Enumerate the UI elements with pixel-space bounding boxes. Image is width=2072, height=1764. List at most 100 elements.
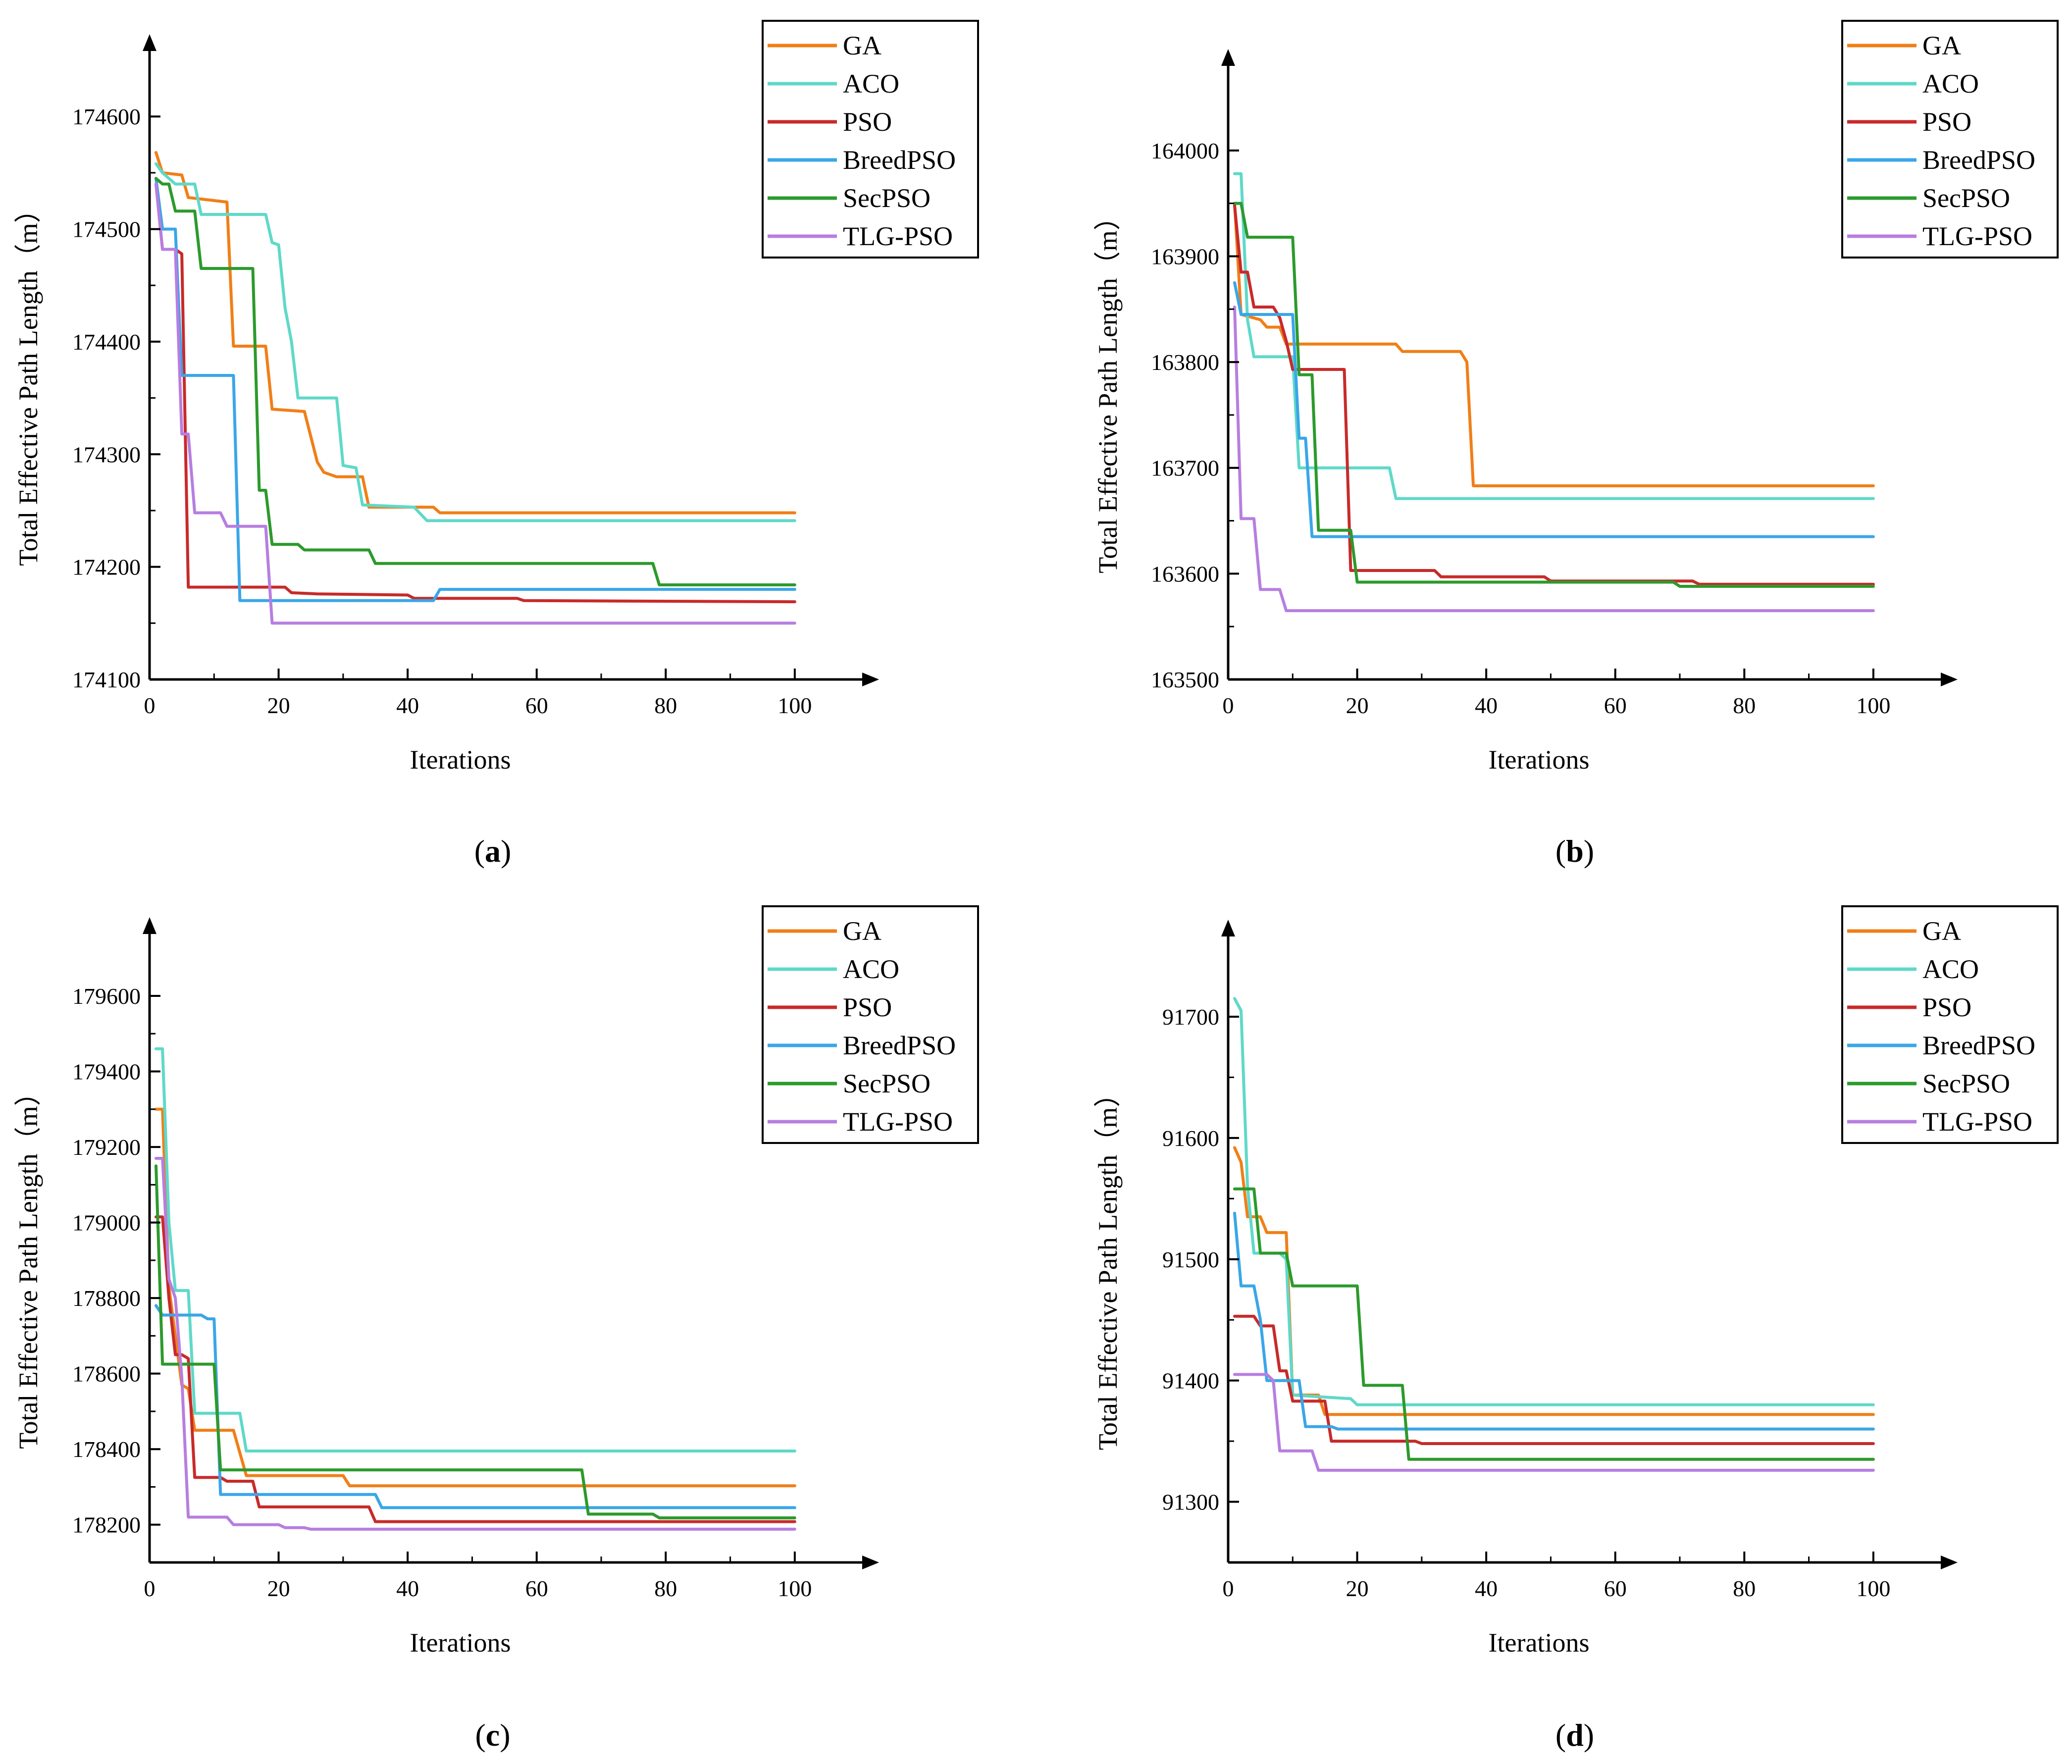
x-tick-label: 40 [1475,1576,1498,1601]
y-tick-label: 91700 [1162,1004,1219,1030]
legend-label-secpso: SecPSO [843,1069,931,1098]
y-axis-arrow [1221,49,1235,66]
y-tick-label: 174500 [72,217,141,242]
series-line-ga [1233,202,1875,487]
x-tick-label: 80 [654,1576,677,1601]
series-line-pso [155,182,796,604]
panel-label: (a) [474,833,512,869]
y-tick-label: 174300 [72,442,141,467]
y-tick-label: 91400 [1162,1368,1219,1394]
y-axis-arrow [143,34,156,51]
legend-label-ga: GA [1922,916,1961,946]
panel-label: (b) [1555,833,1594,869]
chart-panel-a: 0 20 40 60 80 100 174100 174200 174300 174400 1745… [13,20,979,869]
chart-panel-c: 0 20 40 60 80 100 178200 178400 178600 178800 1790… [13,905,979,1753]
x-tick-label: 40 [396,693,419,718]
legend-label-aco: ACO [1922,69,1979,99]
legend-label-tlg-pso: TLG-PSO [1922,1107,2032,1137]
legend: GA ACO PSO BreedPSO SecPSO TLG-PSO [1841,905,2059,1144]
y-tick-label: 179400 [72,1059,141,1085]
y-axis-title: Total Effective Path Length（m） [1093,204,1123,573]
legend-box [762,905,979,1144]
x-axis-arrow [1941,673,1958,686]
x-tick-label: 20 [267,1576,290,1601]
panel-label: (c) [475,1717,510,1753]
y-tick-label: 178600 [72,1361,141,1387]
series-line-ga [1233,1146,1875,1416]
x-axis-arrow [862,673,879,686]
y-tick-label: 163500 [1151,667,1219,692]
series-line-breedpso [155,177,796,602]
y-tick-label: 179600 [72,984,141,1009]
y-axis-title: Total Effective Path Length（m） [13,1079,43,1449]
x-tick-label: 100 [777,693,812,718]
legend-label-tlg-pso: TLG-PSO [1922,221,2032,251]
y-axis-title: Total Effective Path Length（m） [13,196,43,566]
y-tick-label: 174200 [72,555,141,580]
series-line-pso [155,1215,796,1523]
x-axis-title: Iterations [1489,745,1590,775]
series-line-aco [155,1047,796,1453]
y-tick-label: 178800 [72,1286,141,1311]
chart-panel-d: 0 20 40 60 80 100 91300 91400 91500 91600 91700 Ite… [1093,905,2059,1753]
legend: GA ACO PSO BreedPSO SecPSO TLG-PSO [762,20,979,259]
legend-label-breedpso: BreedPSO [843,1031,956,1060]
legend-label-breedpso: BreedPSO [843,145,956,175]
legend: GA ACO PSO BreedPSO SecPSO TLG-PSO [1841,20,2059,259]
legend-label-pso: PSO [1922,107,1971,137]
x-tick-label: 80 [654,693,677,718]
y-tick-label: 164000 [1151,138,1219,163]
legend-label-ga: GA [843,916,881,946]
y-axis-title: Total Effective Path Length（m） [1093,1081,1123,1451]
y-tick-label: 174100 [72,667,141,692]
y-tick-label: 179000 [72,1210,141,1236]
series-line-ga [155,151,796,515]
y-tick-label: 174600 [72,104,141,129]
legend-label-aco: ACO [1922,954,1979,984]
x-tick-label: 0 [1223,693,1234,718]
x-axis-arrow [862,1556,879,1569]
legend-label-breedpso: BreedPSO [1922,145,2035,175]
x-tick-label: 100 [777,1576,812,1601]
series-line-tlg-pso [155,1157,796,1531]
series-line-secpso [1233,202,1875,588]
y-axis-arrow [1221,920,1235,936]
x-tick-label: 60 [1604,693,1627,718]
series-line-secpso [155,1164,796,1519]
chart-panel-b: 0 20 40 60 80 100 163500 163600 163700 163800 1639… [1093,20,2059,869]
legend-box [1841,905,2059,1144]
x-tick-label: 40 [396,1576,419,1601]
x-tick-label: 100 [1856,693,1890,718]
legend-label-ga: GA [843,31,881,60]
x-tick-label: 60 [525,1576,548,1601]
x-tick-label: 100 [1856,1576,1890,1601]
y-tick-label: 163800 [1151,350,1219,375]
y-tick-label: 91300 [1162,1490,1219,1515]
series-line-aco [155,162,796,522]
series-line-secpso [1233,1187,1875,1461]
legend-label-pso: PSO [843,992,892,1022]
series-line-aco [1233,172,1875,500]
legend-label-ga: GA [1922,31,1961,60]
x-tick-label: 80 [1733,693,1756,718]
legend-label-pso: PSO [1922,992,1971,1022]
series-line-breedpso [1233,281,1875,538]
x-tick-label: 20 [1346,693,1369,718]
series-line-pso [1233,204,1875,586]
legend-label-secpso: SecPSO [1922,1069,2010,1098]
y-tick-label: 163600 [1151,561,1219,586]
y-tick-label: 91600 [1162,1126,1219,1151]
legend-label-tlg-pso: TLG-PSO [843,1107,953,1137]
x-tick-label: 60 [1604,1576,1627,1601]
y-tick-label: 174400 [72,329,141,355]
legend: GA ACO PSO BreedPSO SecPSO TLG-PSO [762,905,979,1144]
legend-label-aco: ACO [843,69,899,99]
y-tick-label: 178400 [72,1437,141,1462]
x-axis-title: Iterations [410,1628,511,1658]
legend-box [762,20,979,259]
x-tick-label: 60 [525,693,548,718]
series-line-ga [155,1107,796,1488]
panel-label: (d) [1555,1717,1594,1753]
y-tick-label: 91500 [1162,1247,1219,1272]
